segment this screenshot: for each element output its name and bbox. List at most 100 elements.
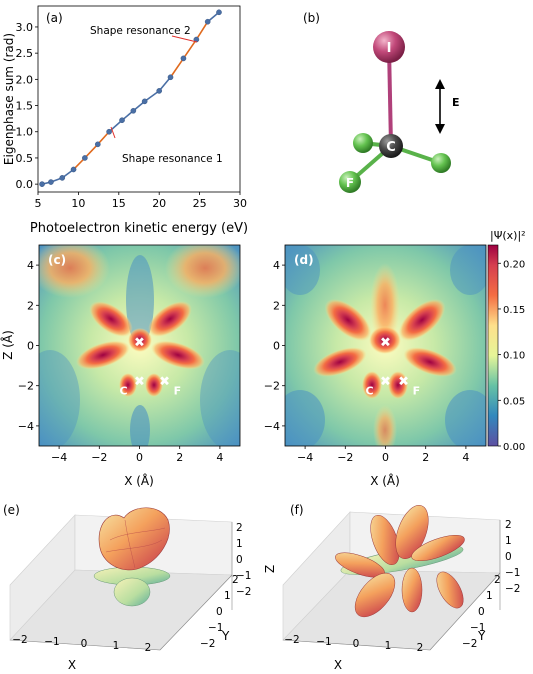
ytick-label: 1.5	[16, 100, 34, 113]
series-segment	[182, 39, 198, 59]
atom-fluorine-label: F	[346, 176, 354, 190]
panel-c: (c) −4 −4 −2 −2 0 0 2 2 4 4 X (Å) Z (Å) ✖ ✖ C ✖ F	[0, 244, 241, 488]
y-tick-label: 2	[494, 574, 501, 586]
panel-d-xlabel: X (Å)	[370, 473, 400, 488]
harmonic-surface-e	[93, 507, 171, 607]
ytick-label: 1.0	[16, 126, 34, 139]
xtick-label: 30	[233, 197, 247, 210]
ytick-label: 2	[273, 299, 280, 312]
data-point	[119, 117, 125, 124]
data-point	[106, 128, 112, 135]
x-tick-label: 0	[353, 638, 360, 650]
atom-label: F	[174, 385, 182, 398]
atom-label: C	[366, 385, 374, 398]
y-tick-label: 2	[232, 574, 239, 586]
xtick-label: 15	[112, 197, 126, 210]
panel-a-xticks: 5 10 15 20 25 30	[35, 192, 247, 210]
panel-a-label: (a)	[46, 11, 63, 25]
x-tick-label: 1	[385, 640, 392, 652]
data-point	[82, 155, 88, 161]
series-segment	[84, 143, 99, 159]
xtick-label: 20	[152, 197, 166, 210]
ytick-label: 0.0	[16, 178, 34, 191]
data-point	[59, 175, 66, 181]
colorbar-tick-label: 0.00	[503, 442, 525, 453]
heatmap-d	[285, 245, 486, 446]
xtick-label: −4	[297, 451, 313, 464]
data-point	[39, 181, 45, 187]
xtick-label: 0	[136, 451, 143, 464]
y-tick-label: 1	[224, 590, 231, 602]
z-tick-label: −2	[236, 586, 251, 598]
panel-c-xlabel: X (Å)	[124, 473, 154, 488]
x-axis-label: X	[334, 658, 342, 672]
x-tick-label: −2	[12, 634, 27, 646]
data-point	[94, 141, 101, 148]
series-segment	[169, 57, 185, 78]
bond-c-i	[387, 46, 393, 147]
colorbar-tick-label: 0.15	[503, 305, 525, 316]
panel-b-label: (b)	[303, 11, 320, 25]
panel-a-ylabel: Eigenphase sum (rad)	[2, 33, 16, 165]
z-tick-label: 1	[505, 535, 512, 547]
xtick-label: −4	[51, 451, 67, 464]
y-axis-label: Y	[477, 629, 486, 643]
x-tick-label: −1	[316, 636, 331, 648]
colorbar-tick-label: 0.05	[503, 396, 525, 407]
x-axis-label: X	[68, 658, 76, 672]
atom-marker: ✖	[134, 375, 145, 390]
field-arrow-up	[435, 79, 445, 89]
data-point	[130, 107, 137, 114]
ytick-label: 2.0	[16, 73, 34, 86]
harmonic-surface-f	[335, 505, 465, 618]
field-arrow-down	[435, 124, 445, 134]
series-segment	[97, 131, 110, 145]
y-tick-label: 1	[486, 590, 493, 602]
panel-d-label: (d)	[294, 253, 314, 267]
z-tick-label: 2	[236, 522, 243, 534]
colorbar-label: |Ψ(x)|²	[490, 229, 526, 242]
y-axis-label: Y	[221, 629, 230, 643]
z-axis-label: Z	[263, 565, 277, 573]
x-tick-label: −1	[44, 636, 59, 648]
panel-d-axes: −4 −4 −2 −2 0 0 2 2 4 4	[264, 259, 470, 464]
atom-marker: ✖	[380, 335, 391, 350]
ytick-label: 0	[27, 340, 34, 353]
xtick-label: 4	[216, 451, 223, 464]
panel-c-atoms: ✖ ✖ C ✖ F	[120, 335, 182, 397]
series-segment	[195, 21, 209, 40]
colorbar	[487, 244, 499, 447]
resonance2-annotation: Shape resonance 2	[90, 25, 191, 37]
panel-c-axes: −4 −4 −2 −2 0 0 2 2 4 4	[18, 259, 224, 464]
x-tick-label: 2	[145, 642, 152, 654]
data-point	[70, 166, 77, 173]
panel-b: (b) I C F E	[303, 11, 460, 193]
xtick-label: 5	[35, 197, 42, 210]
atom-fluorine-right	[431, 153, 451, 173]
data-point	[167, 74, 174, 81]
heatmap-c	[39, 245, 240, 446]
x-tick-label: 1	[113, 640, 120, 652]
panel-a: (a) 0.0 0.5 1.0 1.5 2.0 2.5 3.0 5 10 15 20 25 30 Ph…	[2, 5, 248, 236]
xtick-label: 2	[176, 451, 183, 464]
data-point	[216, 9, 222, 16]
data-point	[141, 98, 148, 105]
ytick-label: −2	[18, 380, 34, 393]
resonance1-annotation: Shape resonance 1	[122, 153, 223, 165]
panel-f-label: (f)	[290, 503, 304, 517]
y-tick-label: 0	[478, 606, 485, 618]
z-tick-label: −1	[505, 567, 520, 579]
atom-label: F	[413, 385, 421, 398]
atom-carbon	[379, 134, 403, 158]
panel-a-xlabel: Photoelectron kinetic energy (eV)	[30, 221, 248, 236]
resonance2-pointer	[171, 35, 198, 43]
atom-label: C	[120, 385, 128, 398]
panel-c-ylabel: Z (Å)	[0, 330, 15, 360]
field-label: E	[452, 96, 460, 109]
xtick-label: 4	[462, 451, 469, 464]
data-point	[48, 179, 54, 185]
panel-a-frame	[37, 5, 241, 193]
atom-iodine-label: I	[387, 41, 392, 56]
